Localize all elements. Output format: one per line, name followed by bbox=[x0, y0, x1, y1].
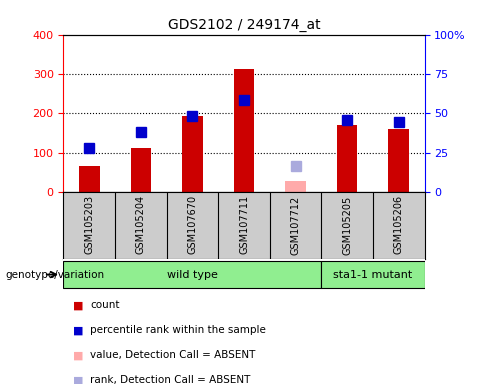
Bar bbox=[182, 116, 203, 192]
Bar bbox=[130, 147, 151, 192]
Text: ■: ■ bbox=[73, 350, 84, 360]
Text: GSM107712: GSM107712 bbox=[290, 195, 301, 255]
Text: GSM105203: GSM105203 bbox=[84, 195, 94, 255]
Text: ■: ■ bbox=[73, 325, 84, 335]
Text: GSM105206: GSM105206 bbox=[394, 195, 404, 255]
Text: value, Detection Call = ABSENT: value, Detection Call = ABSENT bbox=[90, 350, 256, 360]
Text: GSM107711: GSM107711 bbox=[239, 195, 249, 255]
Text: GSM105205: GSM105205 bbox=[342, 195, 352, 255]
Text: GSM107670: GSM107670 bbox=[187, 195, 198, 255]
Bar bbox=[388, 129, 409, 192]
Text: GSM105204: GSM105204 bbox=[136, 195, 146, 255]
Text: sta1-1 mutant: sta1-1 mutant bbox=[333, 270, 412, 280]
Text: count: count bbox=[90, 300, 120, 310]
Bar bbox=[337, 125, 358, 192]
Bar bbox=[79, 166, 100, 192]
Bar bbox=[285, 181, 306, 192]
Bar bbox=[322, 261, 425, 288]
Text: percentile rank within the sample: percentile rank within the sample bbox=[90, 325, 266, 335]
Text: genotype/variation: genotype/variation bbox=[5, 270, 104, 280]
Text: ■: ■ bbox=[73, 375, 84, 384]
Text: ■: ■ bbox=[73, 300, 84, 310]
Title: GDS2102 / 249174_at: GDS2102 / 249174_at bbox=[168, 18, 320, 32]
Text: rank, Detection Call = ABSENT: rank, Detection Call = ABSENT bbox=[90, 375, 251, 384]
Bar bbox=[63, 261, 322, 288]
Bar bbox=[234, 69, 254, 192]
Text: wild type: wild type bbox=[167, 270, 218, 280]
